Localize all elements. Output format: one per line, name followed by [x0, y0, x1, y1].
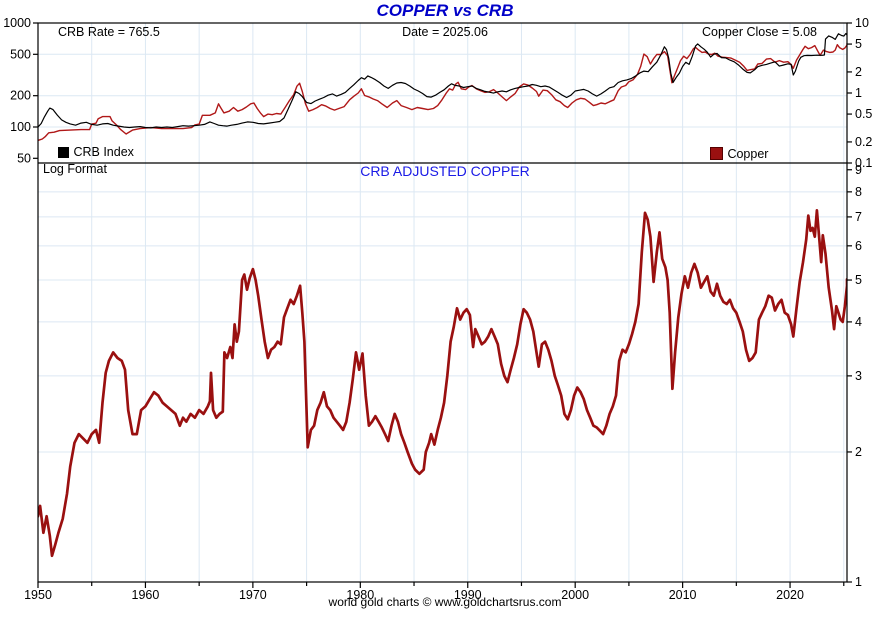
bottom-panel-title: CRB ADJUSTED COPPER	[360, 163, 530, 179]
crb-adjusted-copper-line	[38, 208, 847, 558]
x-axis-year-label: 1950	[24, 588, 52, 602]
right-axis-tick-label: 0.2	[855, 135, 872, 149]
top-panel-series	[38, 32, 847, 142]
crb-rate-label: CRB Rate = 765.5	[58, 25, 160, 39]
right-axis-tick-label: 1	[855, 575, 862, 589]
crb-index-swatch-icon	[58, 147, 69, 158]
right-axis-tick-label: 5	[855, 273, 862, 287]
copper-swatch-icon	[710, 147, 723, 160]
chart-frame	[37, 22, 848, 583]
footer-credit: world gold charts © www.goldchartsrus.co…	[328, 595, 562, 609]
right-axis-tick-label: 0.1	[855, 156, 872, 170]
right-axis-tick-label: 1	[855, 86, 862, 100]
bottom-panel-series	[38, 208, 847, 558]
right-axis-tick-label: 9	[855, 163, 862, 177]
x-axis-year-label: 1980	[346, 588, 374, 602]
right-axis-tick-label: 0.5	[855, 107, 872, 121]
left-axis-tick-label: 100	[10, 120, 31, 134]
legend-crb-index-label: CRB Index	[73, 145, 134, 159]
outer-frame-rect	[37, 22, 848, 583]
log-format-label: Log Format	[43, 162, 107, 176]
gridlines	[38, 23, 847, 582]
right-axis-tick-label: 2	[855, 445, 862, 459]
x-axis-year-label: 2010	[669, 588, 697, 602]
right-axis-tick-label: 6	[855, 239, 862, 253]
left-axis-tick-label: 1000	[3, 16, 31, 30]
x-axis-year-label: 1960	[132, 588, 160, 602]
left-axis-tick-label: 50	[17, 151, 31, 165]
right-axis-tick-label: 4	[855, 315, 862, 329]
right-axis-tick-label: 3	[855, 369, 862, 383]
x-axis-year-label: 1990	[454, 588, 482, 602]
legend-copper: Copper	[710, 147, 768, 165]
legend-copper-label: Copper	[727, 147, 769, 161]
x-axis-year-label: 1970	[239, 588, 267, 602]
right-axis-tick-label: 10	[855, 16, 869, 30]
axis-tick-labels: 1000 500 200 100 50 10 5 2 1 0.5 0.2 0.19 8 7 6 5 4 3 2 1 19…	[3, 16, 872, 602]
right-axis-tick-label: 2	[855, 65, 862, 79]
right-axis-tick-label: 7	[855, 210, 862, 224]
right-axis-tick-label: 8	[855, 185, 862, 199]
date-label: Date = 2025.06	[402, 25, 488, 39]
x-axis-year-label: 2020	[776, 588, 804, 602]
legend-crb-index: CRB Index	[58, 145, 134, 163]
left-axis-tick-label: 200	[10, 89, 31, 103]
copper-close-label: Copper Close = 5.08	[702, 25, 818, 39]
copper-line	[38, 42, 847, 142]
axis-ticks	[33, 22, 852, 588]
crb-index-line	[38, 32, 847, 129]
left-axis-tick-label: 500	[10, 47, 31, 61]
page-title: COPPER vs CRB	[376, 1, 514, 20]
x-axis-year-label: 2000	[561, 588, 589, 602]
right-axis-tick-label: 5	[855, 37, 862, 51]
